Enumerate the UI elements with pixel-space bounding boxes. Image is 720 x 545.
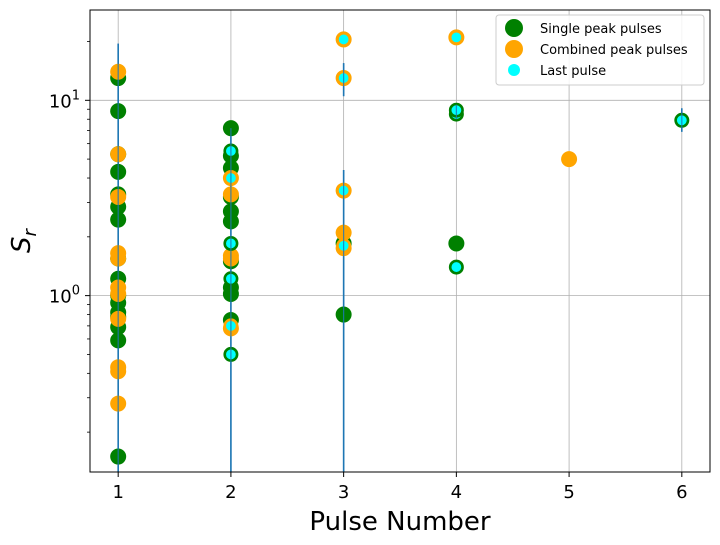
combined-peak-point (561, 151, 578, 168)
x-tick-label: 1 (112, 482, 123, 503)
y-axis-label-subscript: r (20, 227, 41, 236)
legend-label-last: Last pulse (540, 64, 606, 79)
legend: Single peak pulses Combined peak pulses La… (495, 14, 705, 86)
y-tick-label: 100 (49, 284, 80, 308)
axis-ticks: 1 2 3 4 5 6 100 101 (49, 41, 688, 503)
plot-frame (89, 9, 711, 473)
last-pulse-point (448, 259, 464, 275)
legend-label-single: Single peak pulses (540, 22, 662, 37)
x-tick-label: 3 (338, 482, 349, 503)
legend-box (495, 14, 705, 86)
legend-marker-last (508, 64, 520, 76)
x-tick-label: 6 (676, 482, 687, 503)
legend-marker-single (505, 19, 523, 37)
x-axis-label: Pulse Number (309, 507, 490, 537)
legend-label-combined: Combined peak pulses (540, 43, 688, 58)
y-tick-label: 101 (49, 88, 80, 112)
data-points (110, 29, 690, 472)
single-peak-point (448, 235, 465, 252)
y-axis-label-base: S (7, 236, 37, 253)
x-tick-label: 4 (451, 482, 462, 503)
last-pulse-point (448, 29, 464, 45)
last-pulse-point (336, 31, 352, 47)
x-tick-label: 5 (563, 482, 574, 503)
legend-marker-combined (505, 40, 523, 58)
x-tick-label: 2 (225, 482, 236, 503)
y-axis-label: Sr (7, 227, 41, 253)
